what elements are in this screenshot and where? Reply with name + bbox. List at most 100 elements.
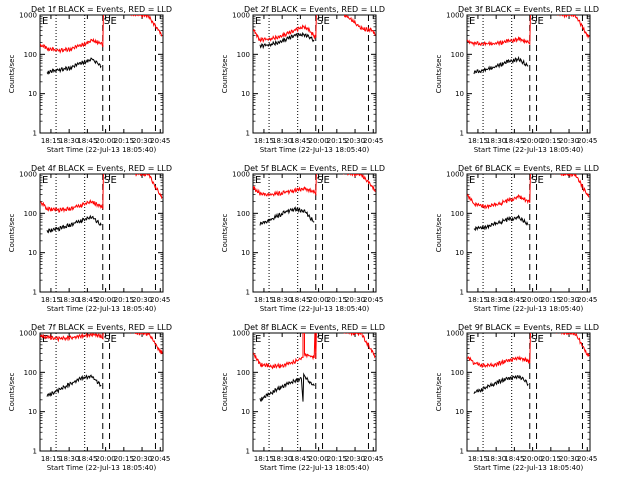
x-tick-label: 20:00 [96, 296, 116, 304]
flag-label-s: S [317, 175, 323, 186]
y-tick-label: 100 [237, 369, 250, 377]
flag-label-s: S [317, 16, 323, 27]
y-tick-label: 100 [451, 210, 464, 218]
y-tick-label: 1 [33, 289, 37, 297]
x-tick-label: 20:30 [559, 296, 579, 304]
x-axis-label: Start Time (22-Jul-13 18:05:40) [474, 305, 584, 313]
series-red-line [467, 174, 590, 210]
x-tick-label: 18:45 [290, 455, 310, 463]
x-tick-label: 18:30 [272, 455, 292, 463]
x-axis-label: Start Time (22-Jul-13 18:05:40) [47, 305, 157, 313]
series-black-line [259, 372, 315, 402]
y-tick-label: 100 [24, 369, 37, 377]
y-tick-label: 1000 [19, 12, 37, 20]
panel-title: Det 5f BLACK = Events, RED = LLD [244, 164, 385, 173]
flag-label-e: E [469, 334, 475, 345]
series-red-line [40, 333, 163, 355]
series-black-line [46, 214, 102, 234]
panel-det-4: Det 4f BLACK = Events, RED = LLD 1 10 100 10… [8, 164, 172, 313]
flag-label-e: E [538, 334, 544, 345]
panel-title: Det 3f BLACK = Events, RED = LLD [458, 5, 599, 14]
y-tick-label: 10 [28, 408, 37, 416]
x-tick-label: 20:15 [541, 137, 561, 145]
y-tick-label: 10 [241, 249, 250, 257]
x-tick-label: 20:45 [363, 296, 383, 304]
x-tick-label: 20:30 [345, 137, 365, 145]
series-black-line [473, 214, 529, 232]
x-tick-label: 20:30 [345, 455, 365, 463]
panel-det-6: Det 6f BLACK = Events, RED = LLD 1 10 100 10… [435, 164, 599, 313]
y-tick-label: 100 [24, 210, 37, 218]
x-axis-label: Start Time (22-Jul-13 18:05:40) [260, 305, 370, 313]
panel-det-1: Det 1f BLACK = Events, RED = LLD 1 10 100 10… [8, 5, 172, 154]
x-tick-label: 18:30 [59, 455, 79, 463]
series-black-line [259, 31, 315, 50]
y-axis-label: Counts/sec [221, 214, 229, 253]
series-black-line [473, 55, 529, 75]
flag-label-e: E [42, 16, 48, 27]
panel-title: Det 4f BLACK = Events, RED = LLD [31, 164, 172, 173]
x-tick-label: 20:00 [96, 137, 116, 145]
flag-label-e: E [324, 334, 330, 345]
panel-title: Det 7f BLACK = Events, RED = LLD [31, 323, 172, 332]
x-tick-label: 20:30 [345, 296, 365, 304]
y-tick-label: 1000 [19, 330, 37, 338]
x-tick-label: 20:00 [523, 137, 543, 145]
x-tick-label: 20:30 [132, 137, 152, 145]
plot-frame [39, 173, 164, 293]
y-axis-label: Counts/sec [221, 55, 229, 94]
x-tick-label: 20:45 [363, 455, 383, 463]
x-tick-label: 20:15 [114, 137, 134, 145]
x-tick-label: 20:00 [96, 455, 116, 463]
flag-label-e: E [42, 175, 48, 186]
panel-title: Det 8f BLACK = Events, RED = LLD [244, 323, 385, 332]
y-tick-label: 10 [455, 249, 464, 257]
y-tick-label: 1 [246, 289, 250, 297]
x-tick-label: 20:45 [150, 455, 170, 463]
series-black-line [473, 374, 529, 394]
plot-frame [466, 173, 591, 293]
x-tick-label: 20:45 [577, 296, 597, 304]
x-tick-label: 18:15 [254, 137, 274, 145]
y-tick-label: 10 [241, 408, 250, 416]
x-axis-label: Start Time (22-Jul-13 18:05:40) [474, 464, 584, 472]
flag-label-e: E [255, 16, 261, 27]
x-tick-label: 20:15 [327, 455, 347, 463]
x-axis-label: Start Time (22-Jul-13 18:05:40) [47, 146, 157, 154]
panel-title: Det 9f BLACK = Events, RED = LLD [458, 323, 599, 332]
x-tick-label: 18:30 [272, 296, 292, 304]
y-tick-label: 1000 [446, 12, 464, 20]
panel-title: Det 1f BLACK = Events, RED = LLD [31, 5, 172, 14]
flag-label-e: E [469, 16, 475, 27]
y-tick-label: 10 [28, 249, 37, 257]
series-red-line [253, 174, 376, 197]
flag-label-e: E [255, 334, 261, 345]
y-tick-label: 1000 [232, 171, 250, 179]
plot-frame [39, 332, 164, 452]
y-tick-label: 100 [24, 51, 37, 59]
y-axis-label: Counts/sec [435, 373, 443, 412]
x-tick-label: 18:30 [486, 137, 506, 145]
x-tick-label: 18:15 [41, 296, 61, 304]
y-tick-label: 1000 [19, 171, 37, 179]
flag-label-s: S [104, 334, 110, 345]
x-tick-label: 20:45 [150, 296, 170, 304]
x-tick-label: 20:30 [132, 455, 152, 463]
plot-frame [466, 332, 591, 452]
x-axis-label: Start Time (22-Jul-13 18:05:40) [260, 464, 370, 472]
panel-det-3: Det 3f BLACK = Events, RED = LLD 1 10 100 10… [435, 5, 599, 154]
x-tick-label: 18:45 [77, 455, 97, 463]
x-tick-label: 20:00 [523, 455, 543, 463]
x-tick-label: 20:15 [327, 137, 347, 145]
x-tick-label: 20:15 [114, 455, 134, 463]
x-tick-label: 18:45 [290, 296, 310, 304]
series-red-line [40, 174, 163, 214]
y-tick-label: 1000 [446, 330, 464, 338]
flag-label-e: E [111, 334, 117, 345]
x-axis-label: Start Time (22-Jul-13 18:05:40) [474, 146, 584, 154]
x-axis-label: Start Time (22-Jul-13 18:05:40) [47, 464, 157, 472]
x-tick-label: 20:00 [523, 296, 543, 304]
x-tick-label: 18:45 [77, 296, 97, 304]
y-axis-label: Counts/sec [8, 55, 16, 94]
y-tick-label: 1 [460, 289, 464, 297]
